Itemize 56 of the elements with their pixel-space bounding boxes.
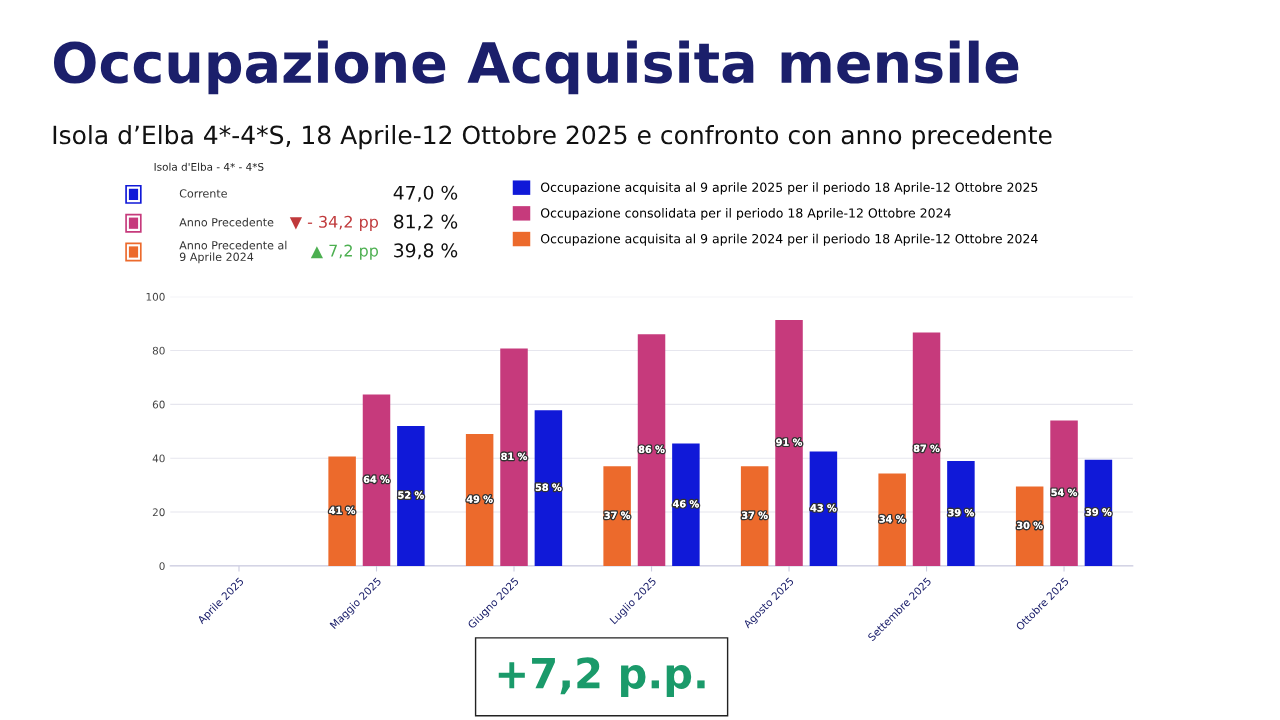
data-label: 58 % xyxy=(535,483,562,491)
y-tick-label: 20 xyxy=(152,508,165,517)
data-label: 39 % xyxy=(948,508,974,517)
data-label: 41 % xyxy=(329,506,356,515)
data-label: 86 % xyxy=(638,445,665,453)
chart-title: Occupazione Acquisita mensile xyxy=(53,40,1019,95)
bar xyxy=(328,456,356,566)
data-label: 43 % xyxy=(810,504,837,512)
legend-label: Occupazione acquisita al 9 aprile 2025 per il periodo 18 Aprile-12 Ottobre 2025 xyxy=(540,182,1038,195)
text: Isola d'Elba - 4* - 4*S xyxy=(154,162,264,171)
bar xyxy=(397,425,425,566)
data-label: 37 % xyxy=(604,511,631,519)
bar xyxy=(740,466,769,566)
text: 81,2 % xyxy=(393,214,458,231)
text: ▼ - 34,2 pp xyxy=(289,215,379,231)
text: ▲ 7,2 pp xyxy=(310,244,379,260)
data-label: 64 % xyxy=(363,475,390,483)
y-tick-label: 60 xyxy=(152,400,165,409)
bar xyxy=(947,460,975,566)
y-tick-label: 80 xyxy=(152,346,165,355)
data-label: 54 % xyxy=(1051,488,1078,497)
data-label: 30 % xyxy=(1016,521,1043,530)
chart-subtitle: Isola d’Elba 4*-4*S, 18 Aprile-12 Ottobre 2025 e confronto con anno precedente xyxy=(53,125,1052,150)
text: Anno Precedente al 9 Aprile 2024 xyxy=(179,240,287,264)
data-label: 87 % xyxy=(913,444,940,453)
text: 39,8 % xyxy=(394,243,458,260)
bar xyxy=(912,332,941,566)
bar xyxy=(809,451,838,566)
data-label: 81 % xyxy=(501,452,528,461)
bar xyxy=(672,443,700,566)
bar xyxy=(500,348,528,566)
y-tick-label: 100 xyxy=(146,292,165,301)
text: Corrente xyxy=(179,189,227,198)
bar xyxy=(878,473,906,566)
data-label: 34 % xyxy=(879,515,906,523)
data-label: 52 % xyxy=(398,491,424,499)
bar xyxy=(1050,420,1078,566)
y-tick-label: 40 xyxy=(152,454,165,463)
y-tick-label: 0 xyxy=(159,562,165,571)
data-label: 37 % xyxy=(741,511,768,519)
bar xyxy=(1084,459,1113,566)
text: 47,0 % xyxy=(393,185,458,202)
data-label: 39 % xyxy=(1085,508,1112,516)
bar xyxy=(465,433,494,566)
text: +7,2 p.p. xyxy=(498,657,705,697)
data-label: 49 % xyxy=(466,495,493,503)
data-label: 91 % xyxy=(776,438,803,446)
bar xyxy=(362,394,391,566)
bar xyxy=(637,334,666,566)
bar xyxy=(775,320,803,566)
text: Anno Precedente xyxy=(179,217,274,227)
legend-label: Occupazione consolidata per il periodo 18 Aprile-12 Ottobre 2024 xyxy=(540,208,951,221)
data-label: 46 % xyxy=(673,500,699,508)
legend-label: Occupazione acquisita al 9 aprile 2024 per il periodo 18 Aprile-12 Ottobre 2024 xyxy=(540,233,1038,246)
bar xyxy=(534,410,563,566)
bar xyxy=(603,466,631,566)
